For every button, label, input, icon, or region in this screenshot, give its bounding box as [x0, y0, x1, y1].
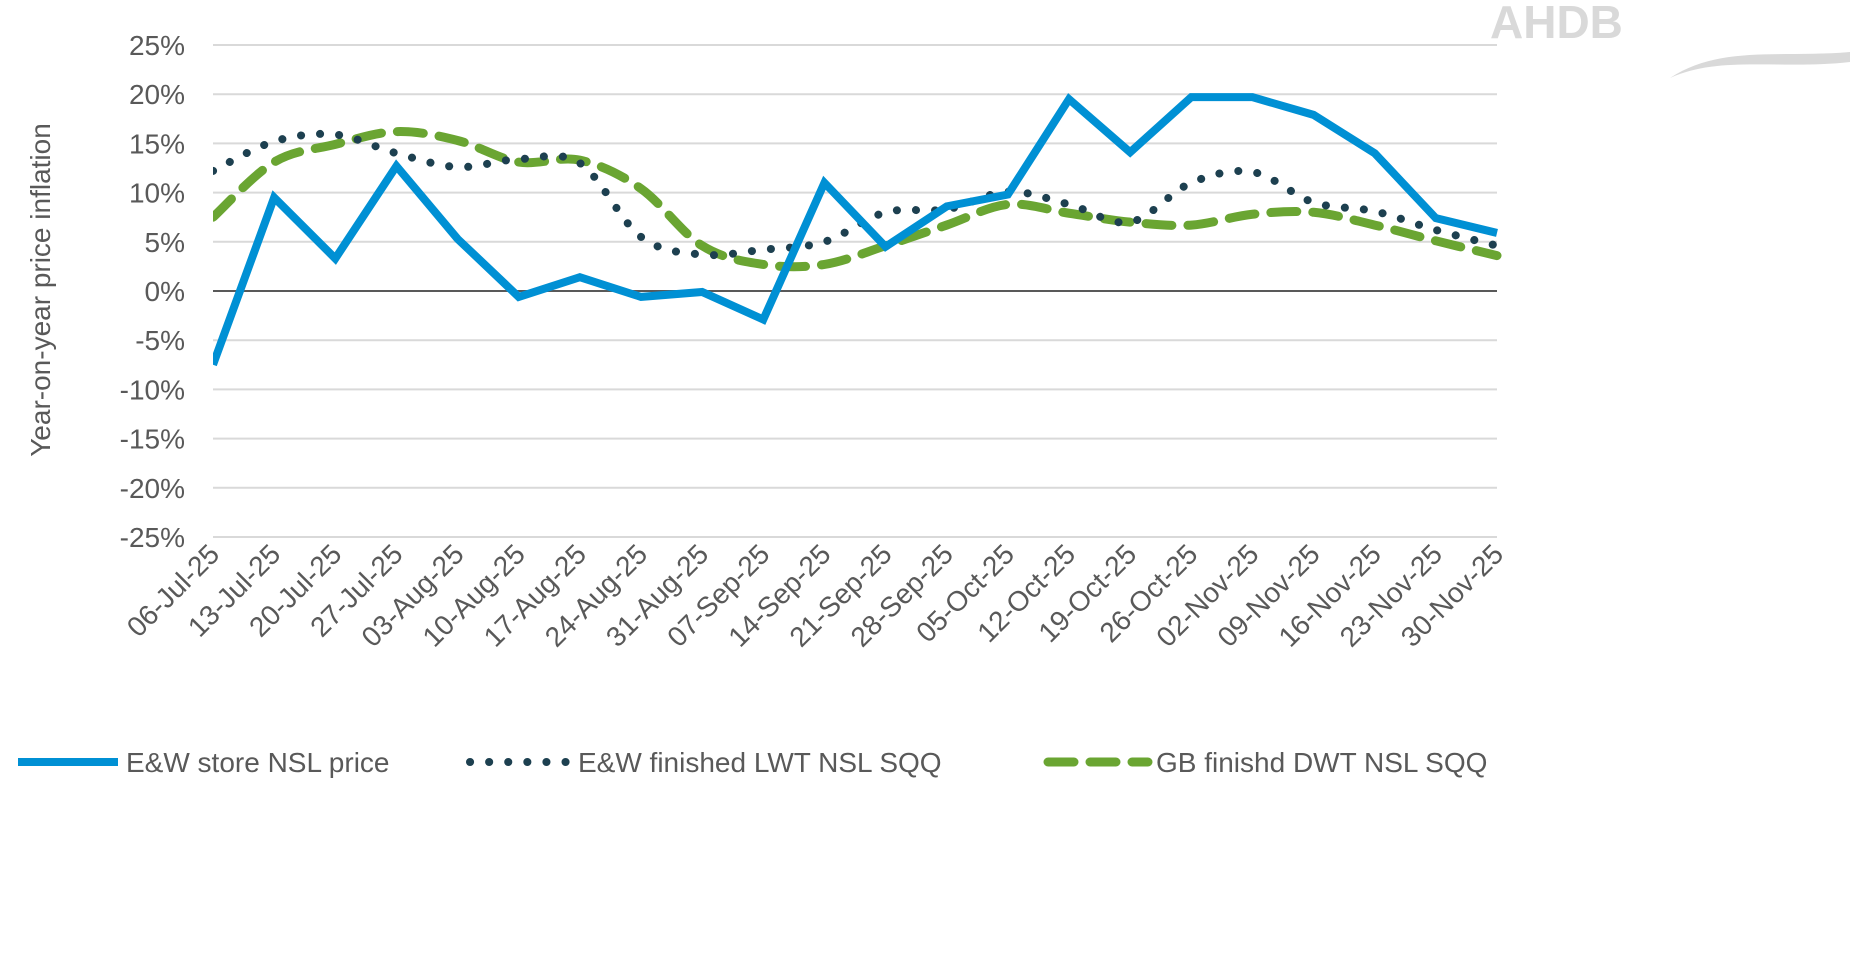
ahdb-logo: AHDB	[1490, 0, 1850, 78]
y-tick-label: 5%	[145, 227, 185, 258]
legend-label-1: E&W store NSL price	[126, 747, 389, 778]
y-axis-label: Year-on-year price inflation	[25, 123, 56, 457]
gridlines	[213, 44, 1497, 538]
legend: E&W store NSL price E&W finished LWT NSL …	[18, 747, 1487, 778]
y-tick-label: 20%	[129, 79, 185, 110]
y-tick-label: -5%	[135, 325, 185, 356]
y-tick-label: 0%	[145, 276, 185, 307]
logo-swoosh	[1670, 52, 1850, 78]
x-tick-labels: 06-Jul-2513-Jul-2520-Jul-2527-Jul-2503-A…	[121, 538, 1509, 652]
y-tick-label: -15%	[120, 424, 185, 455]
y-tick-label: 10%	[129, 178, 185, 209]
y-tick-label: -25%	[120, 522, 185, 553]
series-line-3	[213, 127, 1502, 272]
series-line-2	[213, 129, 1501, 260]
legend-label-3: GB finishd DWT NSL SQQ	[1156, 747, 1487, 778]
logo-text: AHDB	[1490, 0, 1623, 48]
series-lines	[213, 93, 1502, 367]
y-tick-label: 25%	[129, 30, 185, 61]
y-tick-label: -20%	[120, 473, 185, 504]
series-line-1	[213, 93, 1498, 367]
y-tick-labels: 25% 20% 15% 10% 5% 0% -5% -10% -15% -20% -25%	[120, 30, 185, 553]
y-tick-label: 15%	[129, 128, 185, 159]
legend-label-2: E&W finished LWT NSL SQQ	[578, 747, 942, 778]
y-tick-label: -10%	[120, 374, 185, 405]
